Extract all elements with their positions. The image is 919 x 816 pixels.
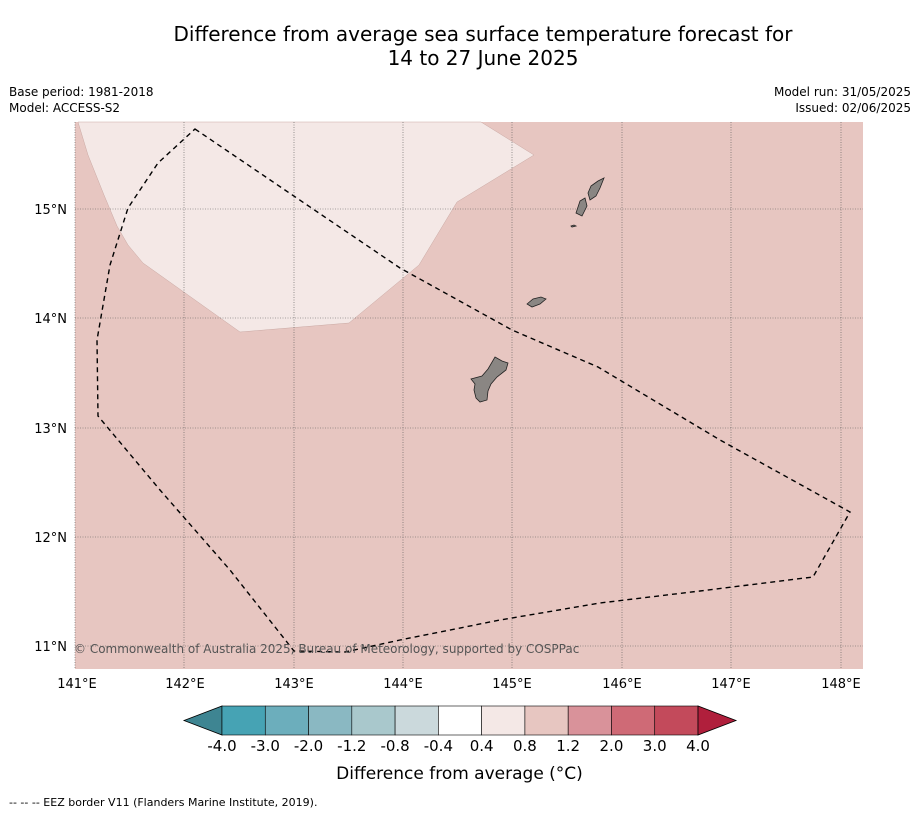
lat-tick: 13°N xyxy=(34,422,67,437)
colorbar-segment xyxy=(524,705,569,736)
colorbar-tick-label: 1.2 xyxy=(556,737,580,755)
land-masses xyxy=(470,177,605,403)
tinian-island xyxy=(575,197,588,217)
model-run: Model run: 31/05/2025 xyxy=(773,85,911,99)
lat-tick-labels: 15°N 14°N 13°N 12°N 11°N xyxy=(34,203,67,655)
meta-right: Model run: 31/05/2025 Issued: 02/06/2025 xyxy=(774,84,911,116)
colorbar-labels: -4.0 -3.0 -2.0 -1.2 -0.8 -0.4 0.4 0.8 1.2 2.0 3.0 4… xyxy=(207,737,710,755)
lon-tick: 147°E xyxy=(711,677,751,692)
lon-tick-labels: 141°E 142°E 143°E 144°E 145°E 146°E 147°… xyxy=(57,677,861,692)
lon-tick: 145°E xyxy=(492,677,532,692)
lat-tick: 12°N xyxy=(34,531,67,546)
light-anomaly-region xyxy=(77,121,535,333)
lat-tick: 15°N xyxy=(34,203,67,218)
colorbar-tick-label: -0.8 xyxy=(380,737,409,755)
lon-tick: 142°E xyxy=(165,677,205,692)
lat-tick: 11°N xyxy=(34,640,67,655)
colorbar-over-arrow xyxy=(697,705,738,736)
colorbar-segment xyxy=(394,705,439,736)
colorbar-under-arrow xyxy=(182,705,223,736)
colorbar-tick-label: 4.0 xyxy=(686,737,710,755)
colorbar-tick-label: -0.4 xyxy=(424,737,453,755)
title-line-1: Difference from average sea surface temp… xyxy=(173,22,793,46)
colorbar-tick-label: -2.0 xyxy=(294,737,323,755)
lon-tick: 144°E xyxy=(383,677,423,692)
colorbar-segment xyxy=(611,705,656,736)
colorbar-tick-label: 3.0 xyxy=(643,737,667,755)
lon-tick: 146°E xyxy=(602,677,642,692)
colorbar: -4.0 -3.0 -2.0 -1.2 -0.8 -0.4 0.4 0.8 1.2 2.0 3.0 4… xyxy=(182,705,738,755)
rota-island xyxy=(526,296,547,308)
colorbar-segment xyxy=(438,705,482,736)
guam-island xyxy=(470,356,509,403)
colorbar-segment xyxy=(481,705,526,736)
map-title: Difference from average sea surface temp… xyxy=(0,22,919,70)
base-period: Base period: 1981-2018 xyxy=(9,85,154,99)
colorbar-tick-label: -1.2 xyxy=(337,737,366,755)
lon-tick: 143°E xyxy=(274,677,314,692)
saipan-island xyxy=(587,177,605,201)
lon-tick: 148°E xyxy=(821,677,861,692)
issued-date: Issued: 02/06/2025 xyxy=(795,101,911,115)
lat-tick: 14°N xyxy=(34,312,67,327)
colorbar-segments xyxy=(182,705,738,736)
colorbar-title: Difference from average (°C) xyxy=(336,764,583,784)
meta-left: Base period: 1981-2018 Model: ACCESS-S2 xyxy=(9,84,154,116)
title-line-2: 14 to 27 June 2025 xyxy=(387,46,579,70)
colorbar-tick-label: -3.0 xyxy=(251,737,280,755)
colorbar-tick-label: 2.0 xyxy=(600,737,624,755)
gridlines xyxy=(74,122,863,669)
colorbar-segment xyxy=(221,705,266,736)
eez-border xyxy=(96,128,851,653)
colorbar-tick-label: 0.4 xyxy=(470,737,494,755)
aguijan-islet xyxy=(570,224,578,228)
copyright-text: © Commonwealth of Australia 2025, Bureau… xyxy=(74,642,579,656)
colorbar-tick-label: 0.8 xyxy=(513,737,537,755)
colorbar-segment xyxy=(308,705,353,736)
colorbar-segment xyxy=(567,705,612,736)
eez-legend-note: -- -- -- EEZ border V11 (Flanders Marine… xyxy=(9,796,318,809)
colorbar-segment xyxy=(351,705,396,736)
colorbar-tick-label: -4.0 xyxy=(207,737,236,755)
model-name: Model: ACCESS-S2 xyxy=(9,101,121,115)
colorbar-segment xyxy=(264,705,309,736)
colorbar-segment xyxy=(654,705,699,736)
lon-tick: 141°E xyxy=(57,677,97,692)
